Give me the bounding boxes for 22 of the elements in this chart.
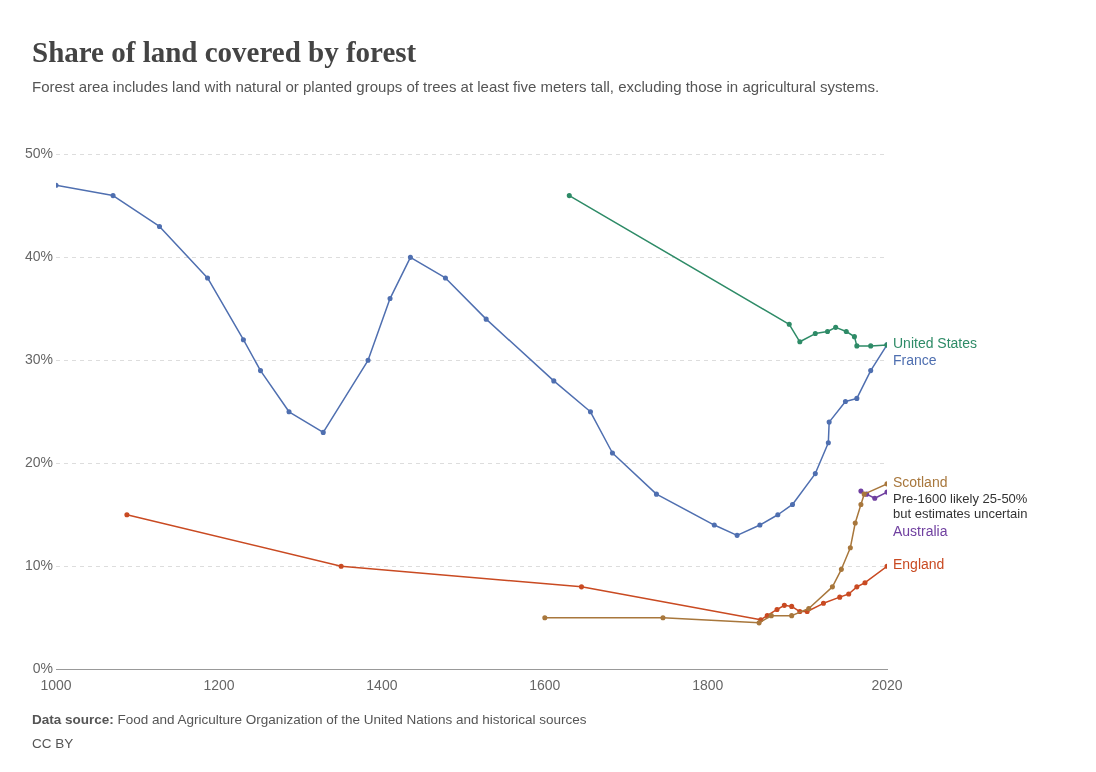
y-tick-label: 50% [24, 145, 54, 162]
text: CC BY [32, 735, 75, 753]
series-label: England [893, 556, 945, 573]
y-tick-label: 40% [24, 248, 54, 265]
x-tick-label: 1400 [366, 677, 398, 694]
x-tick-label: 1000 [40, 677, 72, 694]
y-tick-label: 30% [24, 351, 54, 368]
text: Australia [893, 522, 948, 539]
annotation: Pre-1600 likely 25-50% but estimates uncertain [893, 490, 1028, 521]
series-label: France [893, 351, 937, 368]
series-label: Scotland [893, 473, 948, 490]
y-tick-label: 20% [24, 454, 54, 471]
x-tick-label: 1600 [529, 677, 561, 694]
chart-title: Share of land covered by forest [32, 36, 418, 69]
x-tick-label: 1800 [692, 677, 724, 694]
x-tick-label: 2020 [871, 677, 903, 694]
chart-subtitle: Forest area includes land with natural or planted groups of trees at least five meters tall, excluding those in agricultural systems. [32, 77, 881, 97]
x-tick-label: 1200 [203, 677, 235, 694]
series-label: United States [893, 334, 978, 351]
source-note: Data source: Food and Agriculture Organization of the United Nations and historical sources [32, 711, 587, 729]
y-tick-label: 0% [32, 660, 54, 677]
y-tick-label: 10% [24, 557, 54, 574]
